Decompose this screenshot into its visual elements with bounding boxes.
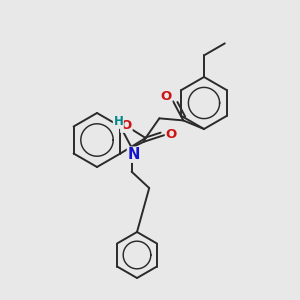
Text: O: O — [121, 119, 132, 132]
Text: O: O — [166, 128, 177, 141]
Text: O: O — [160, 90, 172, 103]
Text: N: N — [128, 147, 140, 162]
Text: H: H — [113, 115, 123, 128]
